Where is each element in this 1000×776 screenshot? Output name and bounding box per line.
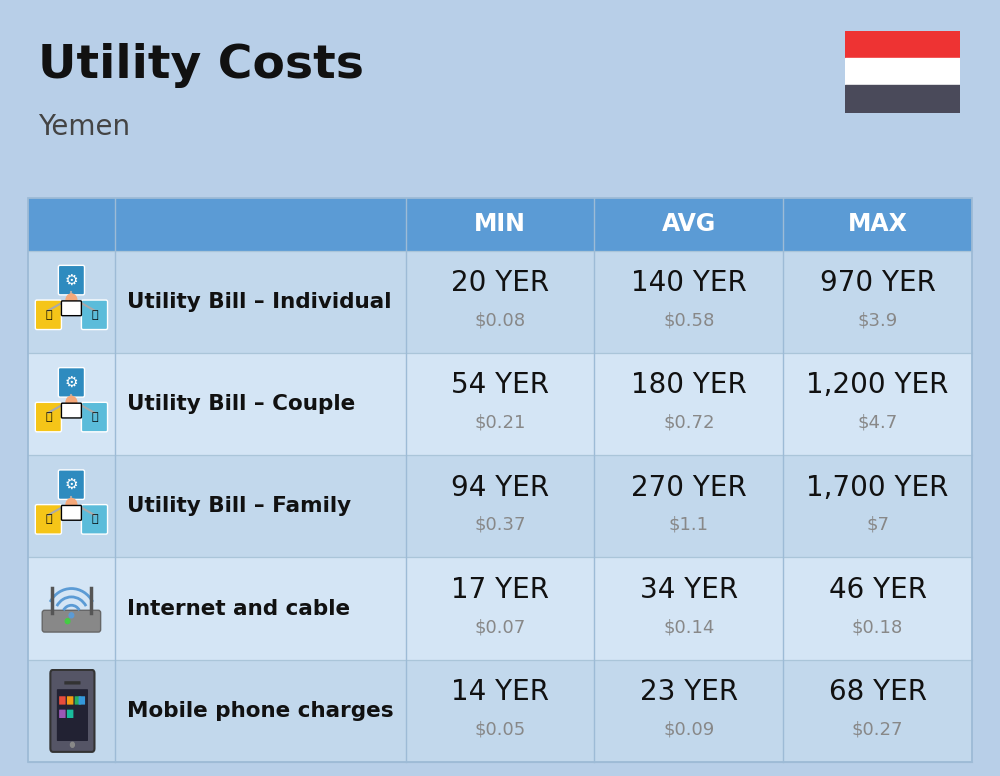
Text: 270 YER: 270 YER (631, 473, 747, 502)
Text: 20 YER: 20 YER (451, 269, 549, 297)
FancyBboxPatch shape (28, 557, 972, 660)
Text: 46 YER: 46 YER (829, 576, 927, 604)
FancyBboxPatch shape (28, 456, 972, 557)
Text: 🔌: 🔌 (45, 412, 52, 422)
Text: $0.14: $0.14 (663, 618, 714, 636)
FancyBboxPatch shape (81, 300, 108, 330)
FancyBboxPatch shape (75, 696, 81, 705)
Circle shape (66, 397, 77, 408)
Text: 🚿: 🚿 (91, 514, 98, 525)
Text: $4.7: $4.7 (857, 414, 898, 431)
FancyBboxPatch shape (28, 353, 972, 456)
Text: $3.9: $3.9 (857, 311, 898, 329)
Point (777, 193, 789, 203)
Text: 94 YER: 94 YER (451, 473, 549, 502)
Circle shape (69, 613, 74, 618)
Text: $0.08: $0.08 (474, 311, 526, 329)
FancyBboxPatch shape (58, 368, 84, 397)
Point (109, 193, 121, 203)
Text: Yemen: Yemen (38, 113, 130, 140)
Text: 🔌: 🔌 (45, 310, 52, 320)
Text: Utility Bill – Couple: Utility Bill – Couple (127, 394, 355, 414)
FancyBboxPatch shape (35, 504, 61, 534)
FancyBboxPatch shape (28, 251, 972, 353)
FancyBboxPatch shape (61, 404, 81, 418)
Text: $0.72: $0.72 (663, 414, 715, 431)
Text: 970 YER: 970 YER (820, 269, 936, 297)
Point (400, 193, 412, 203)
FancyBboxPatch shape (58, 470, 84, 500)
Text: 180 YER: 180 YER (631, 372, 747, 400)
Text: Utility Bill – Family: Utility Bill – Family (127, 497, 351, 516)
Text: 140 YER: 140 YER (631, 269, 747, 297)
Text: Utility Costs: Utility Costs (38, 43, 364, 88)
FancyBboxPatch shape (67, 696, 73, 705)
Bar (845, 58, 960, 85)
FancyBboxPatch shape (81, 504, 108, 534)
FancyBboxPatch shape (61, 301, 81, 316)
Text: $7: $7 (866, 516, 889, 534)
Bar (845, 31, 960, 58)
Text: $0.21: $0.21 (474, 414, 526, 431)
Point (588, 757, 600, 767)
Text: 🔌: 🔌 (45, 514, 52, 525)
Text: Utility Bill – Individual: Utility Bill – Individual (127, 292, 391, 312)
Text: $0.09: $0.09 (663, 721, 714, 739)
Text: 14 YER: 14 YER (451, 678, 549, 706)
FancyBboxPatch shape (64, 681, 81, 684)
Text: MIN: MIN (474, 213, 526, 236)
FancyBboxPatch shape (58, 265, 84, 295)
FancyBboxPatch shape (35, 402, 61, 431)
Text: 68 YER: 68 YER (829, 678, 927, 706)
Text: ⚙: ⚙ (65, 375, 78, 390)
Circle shape (66, 498, 77, 511)
Text: Internet and cable: Internet and cable (127, 598, 350, 618)
FancyBboxPatch shape (28, 198, 972, 251)
Text: $0.58: $0.58 (663, 311, 714, 329)
Bar (845, 85, 960, 113)
Point (109, 757, 121, 767)
Text: Mobile phone charges: Mobile phone charges (127, 701, 393, 721)
Text: $0.18: $0.18 (852, 618, 903, 636)
FancyBboxPatch shape (35, 300, 61, 330)
Point (588, 193, 600, 203)
FancyBboxPatch shape (59, 696, 66, 705)
Text: $0.07: $0.07 (474, 618, 526, 636)
Point (777, 757, 789, 767)
Circle shape (65, 618, 70, 624)
FancyBboxPatch shape (28, 660, 972, 762)
FancyBboxPatch shape (79, 696, 85, 705)
FancyBboxPatch shape (42, 610, 101, 632)
Text: $1.1: $1.1 (669, 516, 709, 534)
Text: 54 YER: 54 YER (451, 372, 549, 400)
Text: ⚙: ⚙ (65, 272, 78, 288)
FancyBboxPatch shape (50, 670, 94, 752)
Text: $0.27: $0.27 (852, 721, 903, 739)
Text: 1,200 YER: 1,200 YER (806, 372, 949, 400)
Text: MAX: MAX (848, 213, 908, 236)
Text: 23 YER: 23 YER (640, 678, 738, 706)
Text: $0.05: $0.05 (474, 721, 526, 739)
Text: $0.37: $0.37 (474, 516, 526, 534)
Text: 1,700 YER: 1,700 YER (806, 473, 949, 502)
Text: ⚙: ⚙ (65, 477, 78, 492)
Text: 🚿: 🚿 (91, 310, 98, 320)
Circle shape (66, 294, 77, 306)
FancyBboxPatch shape (61, 505, 81, 520)
FancyBboxPatch shape (67, 709, 73, 718)
Text: 34 YER: 34 YER (640, 576, 738, 604)
Text: AVG: AVG (662, 213, 716, 236)
FancyBboxPatch shape (59, 709, 66, 718)
Circle shape (70, 743, 74, 747)
Text: 🚿: 🚿 (91, 412, 98, 422)
Text: 17 YER: 17 YER (451, 576, 549, 604)
Point (400, 757, 412, 767)
FancyBboxPatch shape (57, 689, 88, 741)
FancyBboxPatch shape (81, 402, 108, 431)
